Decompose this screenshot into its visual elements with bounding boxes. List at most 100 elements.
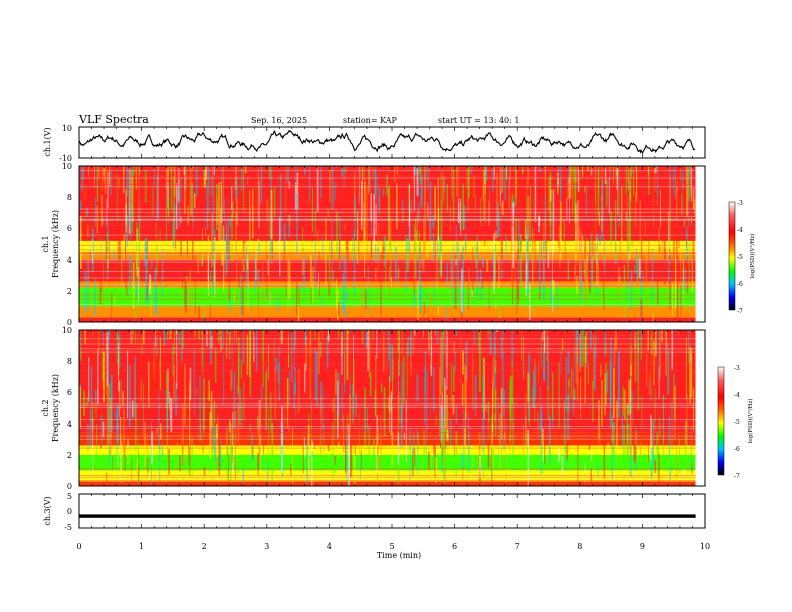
spectrogram-streak: [367, 267, 369, 315]
spectrogram-streak: [223, 225, 225, 292]
spectrogram-streak: [464, 428, 466, 452]
spectrogram-streak: [345, 166, 347, 174]
spectrogram-streak: [521, 330, 523, 360]
spectrogram-streak: [372, 330, 374, 340]
spectrogram-streak: [145, 331, 147, 378]
spectrogram-streak: [311, 451, 313, 458]
spectrogram-streak: [631, 390, 633, 426]
spectrogram-streak: [508, 230, 510, 238]
spectrogram-streak: [622, 386, 624, 416]
spectrogram-streak: [623, 424, 625, 467]
spectrogram-streak: [581, 166, 584, 178]
spectrogram-streak: [418, 245, 421, 306]
spectrogram-streak: [138, 166, 140, 221]
spectrogram-streak: [193, 193, 196, 208]
ch1-frequency-label: Frequency (kHz): [51, 210, 60, 278]
spectrogram-streak: [547, 249, 550, 268]
spectrogram-streak: [252, 188, 254, 239]
spectrogram-streak: [118, 178, 120, 189]
spectrogram-streak: [360, 216, 362, 245]
spectrogram-streak: [446, 330, 448, 390]
spectrogram-streak: [137, 330, 139, 349]
spectrogram-streak: [169, 396, 171, 421]
spectrogram-streak: [270, 189, 273, 239]
spectrogram-streak: [220, 330, 222, 352]
spectrogram-streak: [414, 330, 416, 336]
spectrogram-streak: [433, 421, 435, 455]
spectrogram-streak: [358, 166, 360, 177]
spectrogram-streak: [444, 178, 445, 193]
spectrogram-streak: [185, 454, 187, 464]
spectrogram-streak: [231, 330, 233, 389]
spectrogram-streak: [674, 330, 676, 333]
spectrogram-streak: [344, 365, 347, 416]
spectrogram-streak: [457, 198, 460, 223]
spectrogram-streak: [465, 366, 467, 419]
spectrogram-streak: [452, 366, 455, 392]
spectrogram-streak: [418, 202, 420, 223]
spectrogram-streak: [197, 254, 200, 274]
ch1-colorbar-tick: -3: [737, 200, 743, 207]
spectrogram-streak: [261, 207, 264, 239]
spectrogram-streak: [593, 243, 596, 258]
spectrogram-streak: [472, 166, 473, 168]
spectrogram-streak: [552, 280, 555, 295]
spectrogram-streak: [112, 454, 113, 471]
spectrogram-streak: [343, 256, 345, 316]
spectrogram-streak: [413, 330, 414, 342]
spectrogram-streak: [346, 231, 348, 273]
spectrogram-streak: [558, 217, 560, 248]
spectrogram-streak: [633, 170, 635, 195]
spectrogram-streak: [595, 166, 596, 206]
spectrogram-streak: [505, 236, 507, 258]
spectrogram-streak: [626, 403, 628, 468]
spectrogram-streak: [627, 218, 629, 280]
spectrogram-streak: [266, 365, 268, 378]
spectrogram-streak: [643, 166, 645, 202]
spectrogram-streak: [441, 393, 443, 436]
spectrogram-streak: [369, 330, 371, 345]
spectrogram-streak: [134, 356, 136, 419]
spectrogram-streak: [346, 330, 349, 380]
spectrogram-streak: [261, 384, 263, 402]
spectrogram-streak: [94, 279, 96, 316]
spectrogram-streak: [327, 439, 330, 452]
spectrogram-streak: [462, 467, 464, 481]
spectrogram-streak: [135, 330, 137, 346]
spectrogram-streak: [603, 418, 606, 479]
spectrogram-streak: [334, 455, 336, 465]
spectrogram-streak: [189, 443, 191, 476]
spectrogram-streak: [576, 275, 578, 295]
spectrogram-tone: [79, 254, 696, 256]
spectrogram-streak: [130, 168, 133, 211]
spectrogram-streak: [407, 402, 409, 417]
spectrogram-streak: [613, 347, 614, 372]
spectrogram-streak: [331, 166, 334, 211]
spectrogram-streak: [634, 191, 637, 228]
spectrogram-streak: [476, 334, 478, 355]
spectrogram-streak: [213, 239, 214, 296]
ch2-colorbar-label: log(PSD)(V²/Hz): [747, 399, 754, 444]
spectrogram-streak: [129, 442, 130, 450]
spectrogram-streak: [188, 460, 190, 475]
spectrogram-streak: [309, 166, 311, 201]
spectrogram-streak: [544, 218, 547, 244]
spectrogram-streak: [524, 221, 527, 239]
spectrogram-tone: [79, 407, 696, 408]
spectrogram-streak: [679, 438, 681, 474]
ch3-waveform-frame: [78, 493, 706, 529]
spectrogram-streak: [499, 413, 501, 478]
spectrogram-streak: [687, 330, 689, 365]
spectrogram-streak: [346, 425, 347, 483]
spectrogram-streak: [162, 330, 164, 352]
spectrogram-streak: [368, 330, 371, 378]
spectrogram-streak: [271, 422, 274, 482]
spectrogram-streak: [87, 423, 89, 451]
spectrogram-streak: [469, 390, 471, 398]
spectrogram-streak: [363, 166, 365, 181]
spectrogram-streak: [345, 255, 347, 320]
spectrogram-streak: [166, 185, 167, 245]
spectrogram-tone: [79, 483, 696, 484]
spectrogram-streak: [558, 362, 560, 429]
spectrogram-streak: [203, 466, 206, 476]
